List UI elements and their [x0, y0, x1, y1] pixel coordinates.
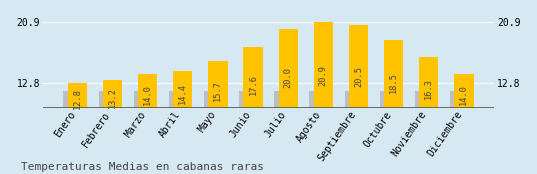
Bar: [243, 47, 263, 174]
Bar: [415, 90, 434, 174]
Text: 18.5: 18.5: [389, 72, 398, 93]
Bar: [68, 83, 87, 174]
Text: 14.0: 14.0: [143, 85, 152, 105]
Text: 16.3: 16.3: [424, 78, 433, 99]
Bar: [239, 90, 258, 174]
Bar: [314, 22, 333, 174]
Text: Temperaturas Medias en cabanas raras: Temperaturas Medias en cabanas raras: [21, 162, 265, 172]
Text: 17.6: 17.6: [249, 74, 258, 95]
Bar: [134, 90, 153, 174]
Bar: [454, 74, 474, 174]
Bar: [138, 74, 157, 174]
Bar: [173, 71, 192, 174]
Text: 12.8: 12.8: [73, 88, 82, 109]
Bar: [349, 25, 368, 174]
Text: 15.7: 15.7: [213, 80, 222, 101]
Text: 14.4: 14.4: [178, 83, 187, 104]
Text: 20.9: 20.9: [319, 65, 328, 86]
Bar: [279, 29, 298, 174]
Bar: [309, 90, 329, 174]
Bar: [208, 61, 228, 174]
Bar: [169, 90, 188, 174]
Bar: [204, 90, 223, 174]
Text: 14.0: 14.0: [459, 85, 468, 105]
Bar: [99, 90, 118, 174]
Bar: [274, 90, 294, 174]
Bar: [345, 90, 364, 174]
Text: 20.5: 20.5: [354, 66, 363, 87]
Text: 13.2: 13.2: [108, 87, 117, 108]
Bar: [384, 40, 403, 174]
Bar: [103, 80, 122, 174]
Bar: [63, 90, 83, 174]
Bar: [419, 57, 438, 174]
Bar: [380, 90, 399, 174]
Bar: [450, 90, 469, 174]
Text: 20.0: 20.0: [284, 67, 293, 88]
